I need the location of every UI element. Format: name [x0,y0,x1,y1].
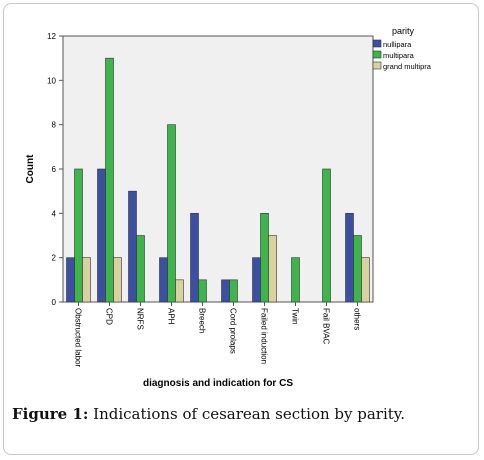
legend-label: nullipara [383,40,412,49]
bar-nullipara-4 [190,213,199,303]
x-tick-label: Breech [198,308,207,333]
x-axis-label: diagnosis and indication for CS [143,378,293,389]
x-tick-label: Obstructed labor [74,308,83,367]
x-tick-label: Failed induction [260,308,269,364]
bar-nullipara-6 [252,257,261,303]
bar-grand-multipra-9 [361,257,370,303]
bar-multipara-5 [229,279,238,303]
legend-title: parity [392,26,415,36]
bar-nullipara-3 [159,257,168,303]
bar-grand-multipra-1 [113,257,122,303]
x-tick-label: APH [167,308,176,325]
y-tick-label: 6 [52,165,57,174]
legend-swatch [372,39,382,48]
bar-grand-multipra-6 [268,235,277,303]
bar-multipara-3 [167,124,176,303]
y-tick-label: 0 [52,298,57,307]
bar-multipara-0 [74,168,83,303]
caption-label: Figure 1: [12,405,89,423]
y-tick-label: 8 [52,121,57,130]
bar-multipara-8 [322,168,331,303]
x-tick-label: Cord prolaps [229,308,238,354]
legend-label: multipara [383,51,415,60]
x-tick-label: others [353,308,362,330]
x-tick-label: CPD [105,308,114,325]
bar-multipara-9 [353,235,362,303]
bar-multipara-4 [198,279,207,303]
bar-multipara-6 [260,213,269,303]
y-tick-label: 12 [47,32,56,41]
figure-caption: Figure 1: Indications of cesarean sectio… [12,405,472,423]
legend-label: grand multipra [383,62,432,71]
legend: parity nullipara multipara grand multipra [372,26,432,71]
y-tick-label: 10 [47,76,56,85]
bar-nullipara-2 [128,190,137,303]
x-tick-label: NRFS [136,308,145,330]
bar-chart: 0 2 4 6 8 10 12 Obstructed labor CPD NRFS APH Bree… [25,26,432,389]
bar-multipara-1 [105,57,114,303]
bar-grand-multipra-0 [82,257,91,303]
bar-grand-multipra-3 [175,279,184,303]
caption-text: Indications of cesarean section by parit… [88,405,406,423]
y-axis-label: Count [25,154,36,184]
bar-nullipara-5 [221,279,230,303]
x-tick-label: Twin [291,308,300,324]
legend-swatch [372,61,382,70]
x-tick-label: Fail BVAC [322,308,331,345]
y-tick-label: 4 [52,209,57,218]
bar-multipara-2 [136,235,145,303]
y-tick-label: 2 [52,254,57,263]
bar-multipara-7 [291,257,300,303]
bar-nullipara-0 [66,257,75,303]
bar-nullipara-1 [97,168,106,303]
legend-swatch [372,50,382,59]
bar-nullipara-9 [345,213,354,303]
